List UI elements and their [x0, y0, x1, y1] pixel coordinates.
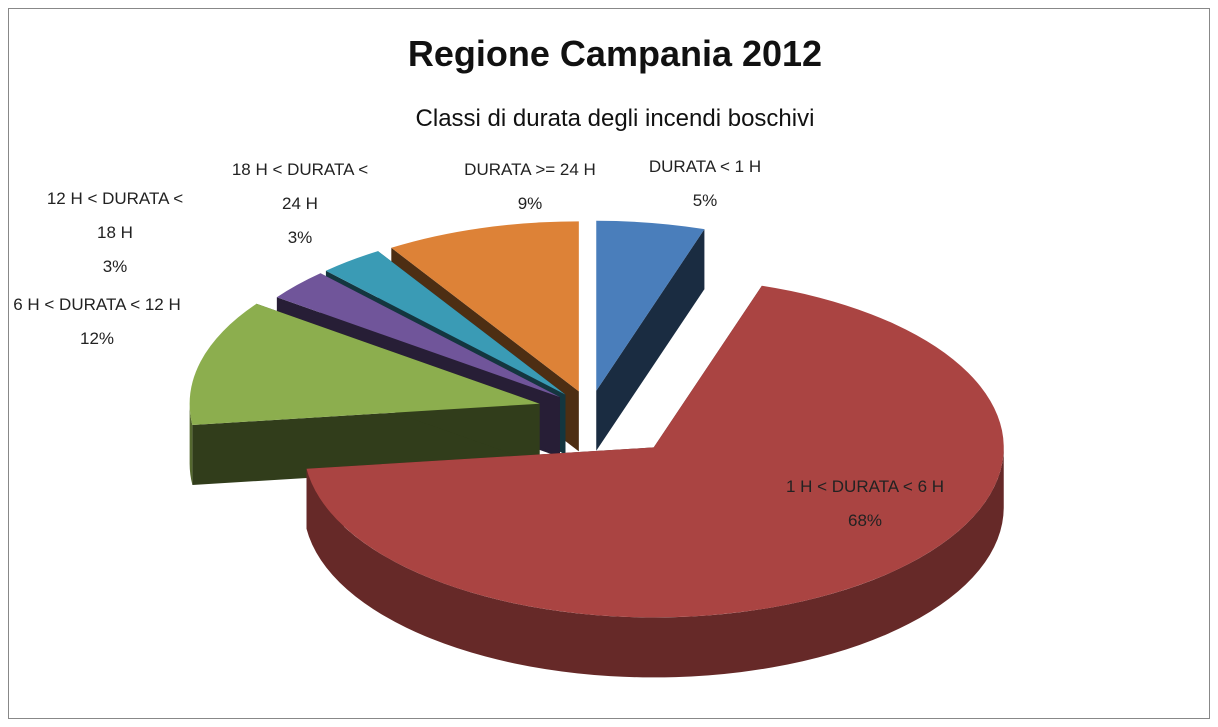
data-label: DURATA >= 24 H 9%	[430, 153, 630, 221]
category-label: 18 H < DURATA < 24 H	[231, 160, 369, 213]
slice	[596, 220, 705, 391]
category-label: DURATA >= 24 H	[464, 160, 596, 179]
slice	[391, 221, 579, 392]
slice	[189, 303, 540, 426]
chart-title: Regione Campania 2012	[408, 33, 822, 74]
chart-subtitle: Classi di durata degli incendi boschivi	[416, 105, 815, 132]
pie	[189, 220, 1004, 678]
data-label: 6 H < DURATA < 12 H 12%	[12, 288, 182, 356]
slice-face	[596, 229, 705, 451]
slice-wall	[306, 447, 1004, 678]
category-label: 1 H < DURATA < 6 H	[785, 477, 945, 496]
data-label: DURATA < 1 H 5%	[630, 150, 780, 218]
slice-wall	[189, 403, 193, 486]
value-label: 12%	[79, 329, 115, 348]
value-label: 3%	[287, 228, 313, 247]
value-label: 68%	[847, 511, 883, 530]
slice	[276, 273, 560, 398]
value-label: 5%	[692, 191, 718, 210]
category-label: 12 H < DURATA < 18 H	[46, 189, 184, 242]
data-label: 18 H < DURATA < 24 H 3%	[225, 153, 375, 255]
category-label: 6 H < DURATA < 12 H	[13, 295, 181, 314]
data-label: 1 H < DURATA < 6 H 68%	[755, 470, 975, 538]
value-label: 3%	[102, 257, 128, 276]
value-label: 9%	[517, 194, 543, 213]
slice	[306, 285, 1004, 618]
slice	[325, 251, 566, 395]
category-label: DURATA < 1 H	[648, 157, 762, 176]
data-label: 12 H < DURATA < 18 H 3%	[40, 182, 190, 284]
